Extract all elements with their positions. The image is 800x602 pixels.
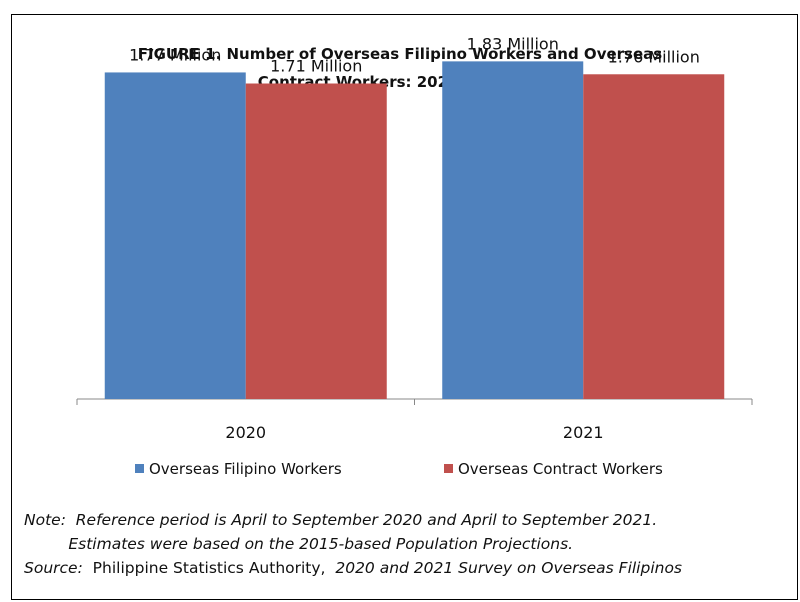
legend-swatch	[135, 464, 144, 473]
legend-swatch	[444, 464, 453, 473]
bar-overseas-contract-workers-2021	[583, 74, 725, 399]
note-line-1: Reference period is April to September 2…	[75, 511, 658, 529]
chart-notes: Note: Reference period is April to Septe…	[24, 508, 682, 580]
data-label: 1.77 Million	[129, 45, 221, 64]
source-survey: 2020 and 2021 Survey on Overseas Filipin…	[335, 559, 683, 577]
bar-overseas-contract-workers-2020	[245, 83, 387, 399]
legend-label: Overseas Contract Workers	[458, 460, 663, 478]
chart-frame	[11, 14, 798, 600]
data-label: 1.71 Million	[270, 57, 362, 76]
category-label: 2021	[563, 423, 604, 442]
data-label: 1.76 Million	[608, 47, 700, 66]
bar-overseas-filipino-workers-2021	[442, 61, 584, 400]
category-label: 2020	[225, 423, 266, 442]
data-label: 1.83 Million	[467, 34, 559, 53]
note-label: Note:	[24, 511, 66, 529]
legend-label: Overseas Filipino Workers	[149, 460, 342, 478]
bar-overseas-filipino-workers-2020	[104, 72, 246, 399]
note-line-2: Estimates were based on the 2015-based P…	[68, 535, 574, 553]
source-label: Source:	[24, 559, 83, 577]
chart-title-line-1: FIGURE 1. Number of Overseas Filipino Wo…	[137, 45, 663, 63]
source-agency: Philippine Statistics Authority,	[92, 559, 326, 577]
